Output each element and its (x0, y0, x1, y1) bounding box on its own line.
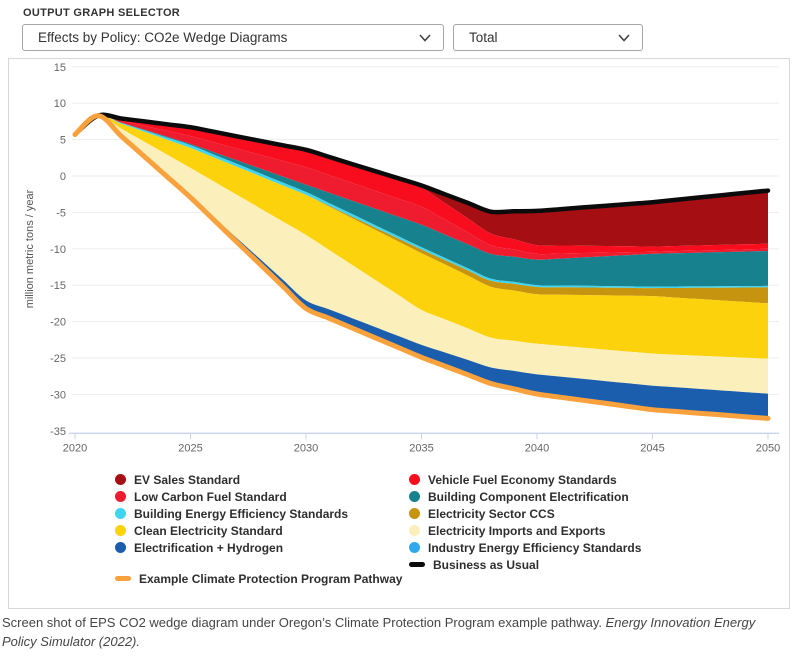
x-tick-label: 2050 (756, 442, 780, 454)
x-tick-label: 2030 (294, 442, 318, 454)
y-tick-label: 10 (54, 98, 66, 110)
legend-dot-swatch-clean-electricity-standard (115, 525, 126, 536)
legend-label: Electricity Sector CCS (428, 506, 555, 521)
chevron-down-icon (618, 33, 630, 42)
legend-label: Electricity Imports and Exports (428, 523, 606, 538)
legend-item-ev-sales-standard: EV Sales Standard (115, 472, 348, 487)
x-tick-label: 2040 (525, 442, 549, 454)
y-tick-label: -30 (50, 389, 66, 401)
legend-label: Industry Energy Efficiency Standards (428, 540, 642, 555)
wedge-clean-electricity-standard (75, 115, 768, 359)
legend-label: Example Climate Protection Program Pathw… (139, 571, 403, 586)
y-tick-label: 15 (54, 62, 66, 74)
legend-item-business-as-usual: Business as Usual (409, 557, 641, 572)
chart-panel: 15 10 5 0 -5 -10 -15 -20 -25 -30 -35 2020 2025 2030 20… (8, 58, 790, 609)
x-tick-label: 2020 (63, 442, 87, 454)
wedge-ev-sales-standard (75, 114, 768, 247)
y-tick-label: -5 (56, 207, 66, 219)
legend-item-building-energy-efficiency-standards: Building Energy Efficiency Standards (115, 506, 349, 521)
output-graph-selector-title: OUTPUT GRAPH SELECTOR (23, 7, 181, 19)
legend-item-example-climate-protection-program-pathway: Example Climate Protection Program Pathw… (115, 571, 403, 586)
x-tick-label: 2035 (409, 442, 433, 454)
wedge-low-carbon-fuel-standard (75, 115, 768, 260)
legend-item-vehicle-fuel-economy-standards: Vehicle Fuel Economy Standards (409, 472, 641, 487)
legend-line-swatch-example-climate-protection-program-pathway (115, 576, 131, 581)
legend-item-industry-energy-efficiency-standards: Industry Energy Efficiency Standards (409, 540, 642, 555)
legend-dot-swatch-electrification-hydrogen (115, 542, 126, 553)
legend-pathway-row: Example Climate Protection Program Pathw… (115, 571, 403, 590)
legend-dot-swatch-electricity-imports-and-exports (409, 525, 420, 536)
climate-protection-pathway-line (72, 113, 771, 421)
caption-text: Screen shot of EPS CO2 wedge diagram und… (2, 615, 606, 630)
legend-dot-swatch-ev-sales-standard (115, 474, 126, 485)
legend-item-electricity-sector-ccs: Electricity Sector CCS (409, 506, 641, 521)
x-tick-label: 2045 (640, 442, 664, 454)
y-axis-title: million metric tons / year (24, 189, 36, 308)
legend-label: Building Component Electrification (428, 489, 629, 504)
legend-dot-swatch-vehicle-fuel-economy-standards (409, 474, 420, 485)
y-tick-label: 0 (60, 171, 66, 183)
legend-label: EV Sales Standard (134, 472, 241, 487)
legend-label: Vehicle Fuel Economy Standards (428, 472, 617, 487)
legend-item-low-carbon-fuel-standard: Low Carbon Fuel Standard (115, 489, 348, 504)
legend-item-building-component-electrification: Building Component Electrification (409, 489, 641, 504)
business-as-usual-line (72, 112, 771, 215)
legend-dot-swatch-industry-energy-efficiency-standards (409, 542, 420, 553)
legend-label: Clean Electricity Standard (134, 523, 283, 538)
legend-column-left: EV Sales Standard Low Carbon Fuel Standar… (115, 472, 349, 559)
legend-dot-swatch-building-component-electrification (409, 491, 420, 502)
wedge-vehicle-fuel-economy-standards (75, 114, 768, 255)
legend-column-right: Vehicle Fuel Economy Standards Building C… (409, 472, 642, 576)
y-tick-label: -15 (50, 280, 66, 292)
y-tick-label: -10 (50, 244, 66, 256)
legend-dot-swatch-building-energy-efficiency-standards (115, 508, 126, 519)
y-tick-label: -20 (50, 317, 66, 329)
co2e-wedge-chart: 15 10 5 0 -5 -10 -15 -20 -25 -30 -35 2020 2025 2030 20… (24, 62, 780, 454)
x-tick-label: 2025 (178, 442, 202, 454)
graph-type-value: Effects by Policy: CO2e Wedge Diagrams (38, 30, 288, 45)
legend-dot-swatch-low-carbon-fuel-standard (115, 491, 126, 502)
scope-value: Total (469, 30, 498, 45)
chevron-down-icon (419, 33, 431, 42)
legend-label: Electrification + Hydrogen (134, 540, 284, 555)
caption-source: Energy Innovation Energy Policy Simulato… (2, 615, 756, 649)
wedge-electricity-imports-and-exports (75, 115, 768, 394)
caption: Screen shot of EPS CO2 wedge diagram und… (2, 614, 780, 652)
scope-select[interactable]: Total (453, 24, 643, 51)
graph-type-select[interactable]: Effects by Policy: CO2e Wedge Diagrams (22, 24, 444, 51)
wedge-building-component-electrification (75, 115, 768, 287)
legend-label: Low Carbon Fuel Standard (134, 489, 287, 504)
legend-label: Building Energy Efficiency Standards (134, 506, 349, 521)
y-tick-label: -25 (50, 353, 66, 365)
y-tick-label: -35 (50, 426, 66, 438)
legend-item-electrification-hydrogen: Electrification + Hydrogen (115, 540, 348, 555)
y-tick-label: 5 (60, 135, 66, 147)
legend-item-electricity-imports-and-exports: Electricity Imports and Exports (409, 523, 641, 538)
legend-dot-swatch-electricity-sector-ccs (409, 508, 420, 519)
legend-label: Business as Usual (433, 557, 540, 572)
legend-item-clean-electricity-standard: Clean Electricity Standard (115, 523, 348, 538)
legend-line-swatch-business-as-usual (409, 562, 425, 567)
